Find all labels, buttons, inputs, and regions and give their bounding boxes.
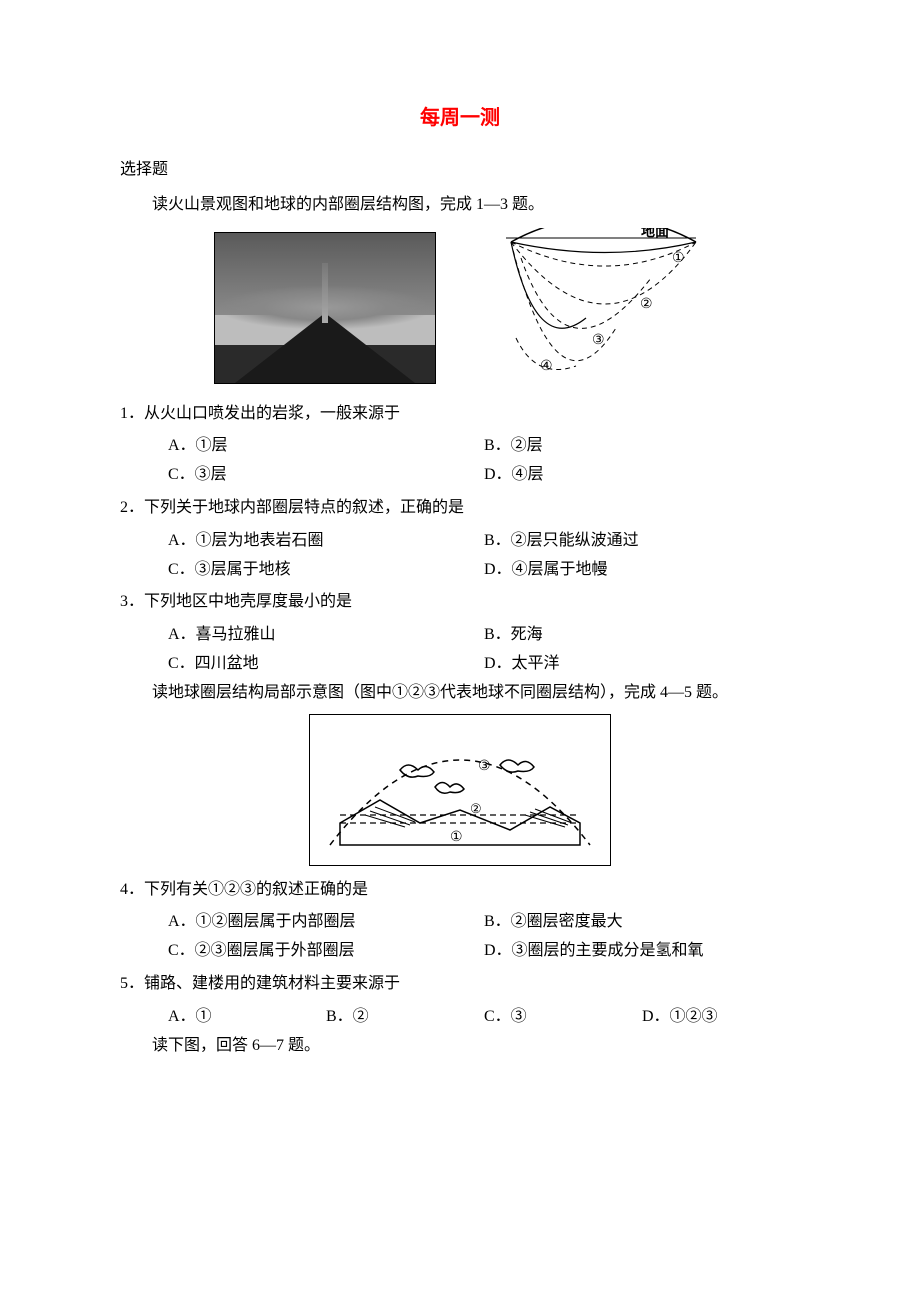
question-number: 1．	[120, 405, 144, 422]
sphere-2-label: ②	[470, 801, 482, 816]
question-stem: 从火山口喷发出的岩浆，一般来源于	[144, 405, 400, 422]
question-1-options: A．①层 C．③层 B．②层 D．④层	[168, 432, 800, 490]
option: A．①②圈层属于内部圈层	[168, 908, 484, 937]
question-stem: 下列地区中地壳厚度最小的是	[144, 593, 352, 610]
question-number: 5．	[120, 975, 144, 992]
option: A．喜马拉雅山	[168, 621, 484, 650]
question-3: 3．下列地区中地壳厚度最小的是	[120, 588, 800, 617]
question-stem: 下列关于地球内部圈层特点的叙述，正确的是	[144, 499, 464, 516]
option: A．①	[168, 1003, 326, 1032]
question-5-options: A．① B．② C．③ D．①②③	[168, 1003, 800, 1032]
question-3-options: A．喜马拉雅山 C．四川盆地 B．死海 D．太平洋	[168, 621, 800, 679]
question-1: 1．从火山口喷发出的岩浆，一般来源于	[120, 400, 800, 429]
option: B．死海	[484, 621, 800, 650]
volcano-photo	[214, 232, 436, 384]
question-stem: 铺路、建楼用的建筑材料主要来源于	[144, 975, 400, 992]
question-2-options: A．①层为地表岩石圈 C．③层属于地核 B．②层只能纵波通过 D．④层属于地幔	[168, 527, 800, 585]
option: C．③层	[168, 461, 484, 490]
sphere-1-label: ①	[450, 830, 463, 845]
section-heading: 选择题	[120, 156, 800, 185]
question-number: 3．	[120, 593, 144, 610]
question-4-options: A．①②圈层属于内部圈层 C．②③圈层属于外部圈层 B．②圈层密度最大 D．③圈…	[168, 908, 800, 966]
surface-label: 地面	[641, 228, 669, 240]
option: A．①层为地表岩石圈	[168, 527, 484, 556]
question-5: 5．铺路、建楼用的建筑材料主要来源于	[120, 970, 800, 999]
intro-text-3: 读下图，回答 6—7 题。	[120, 1032, 800, 1061]
option: C．②③圈层属于外部圈层	[168, 937, 484, 966]
option: C．③	[484, 1003, 642, 1032]
option: A．①层	[168, 432, 484, 461]
question-stem: 下列有关①②③的叙述正确的是	[144, 881, 368, 898]
question-4: 4．下列有关①②③的叙述正确的是	[120, 876, 800, 905]
intro-text-2: 读地球圈层结构局部示意图（图中①②③代表地球不同圈层结构），完成 4—5 题。	[120, 679, 800, 708]
option: B．②	[326, 1003, 484, 1032]
option: C．③层属于地核	[168, 556, 484, 585]
option: D．太平洋	[484, 650, 800, 679]
option: B．②圈层密度最大	[484, 908, 800, 937]
option: B．②层	[484, 432, 800, 461]
option: D．③圈层的主要成分是氢和氧	[484, 937, 800, 966]
layer-3-label: ③	[592, 333, 605, 348]
sphere-structure-diagram: ③ ② ①	[309, 714, 611, 866]
option: D．①②③	[642, 1003, 800, 1032]
question-number: 2．	[120, 499, 144, 516]
option: B．②层只能纵波通过	[484, 527, 800, 556]
intro-text-1: 读火山景观图和地球的内部圈层结构图，完成 1—3 题。	[120, 191, 800, 220]
option: D．④层属于地幔	[484, 556, 800, 585]
option: C．四川盆地	[168, 650, 484, 679]
layer-2-label: ②	[640, 297, 653, 312]
page-title: 每周一测	[120, 100, 800, 136]
question-number: 4．	[120, 881, 144, 898]
option: D．④层	[484, 461, 800, 490]
earth-layers-diagram: 地面 ① ② ③ ④	[496, 228, 706, 388]
question-2: 2．下列关于地球内部圈层特点的叙述，正确的是	[120, 494, 800, 523]
figure-row-1: 地面 ① ② ③ ④	[120, 228, 800, 388]
sphere-3-label: ③	[478, 759, 491, 774]
